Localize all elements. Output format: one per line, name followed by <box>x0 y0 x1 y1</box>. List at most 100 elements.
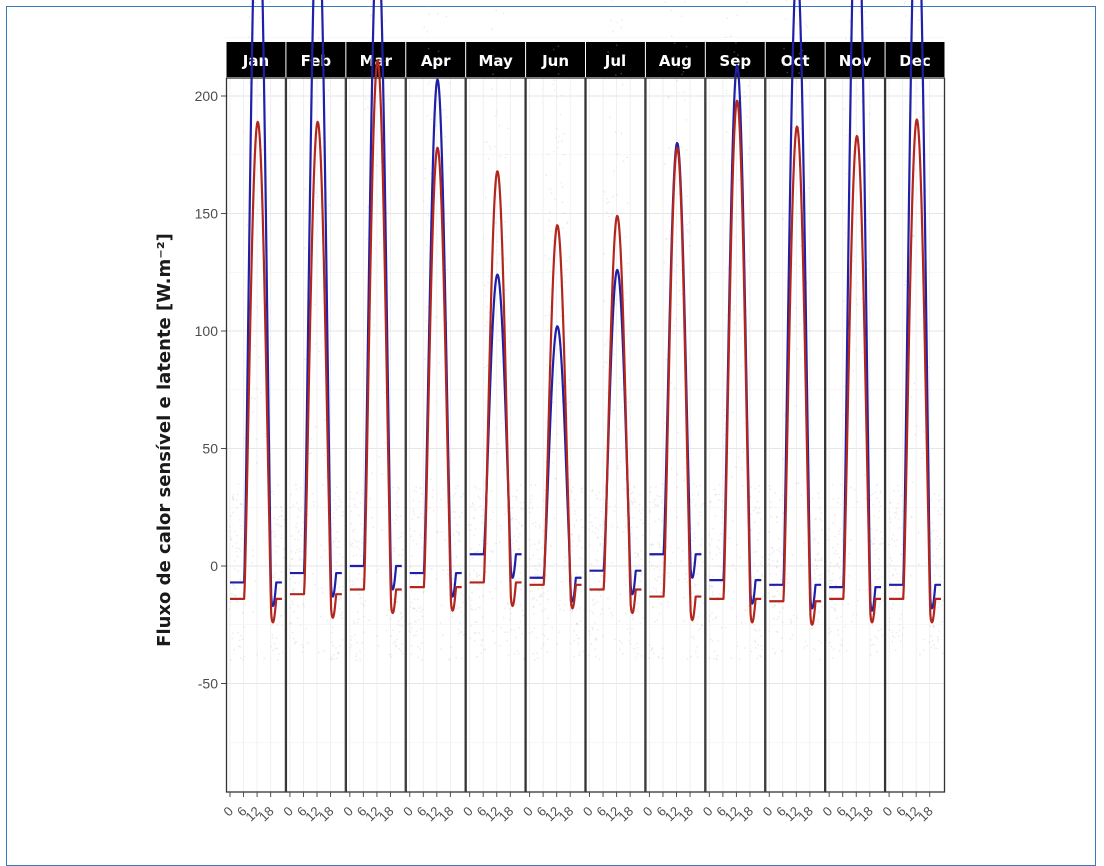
scatter-point <box>864 473 866 476</box>
scatter-point <box>291 631 294 634</box>
scatter-point <box>328 204 330 207</box>
scatter-point <box>700 514 702 517</box>
scatter-point <box>412 508 415 511</box>
scatter-point <box>716 545 718 548</box>
scatter-point <box>296 549 299 551</box>
scatter-point <box>612 409 615 412</box>
scatter-point <box>830 645 833 648</box>
scatter-point <box>419 605 422 608</box>
scatter-point <box>479 607 482 609</box>
scatter-point <box>607 64 610 66</box>
scatter-point <box>468 574 471 576</box>
scatter-point <box>581 571 584 574</box>
scatter-point <box>340 564 342 566</box>
scatter-point <box>556 96 558 99</box>
scatter-point <box>897 635 900 637</box>
scatter-point <box>538 542 541 545</box>
scatter-point <box>562 609 565 612</box>
scatter-point <box>673 387 676 389</box>
scatter-point <box>898 617 901 620</box>
scatter-point <box>425 243 428 246</box>
scatter-point <box>815 564 818 567</box>
scatter-point <box>250 397 253 399</box>
scatter-point <box>772 606 774 608</box>
scatter-point <box>577 637 579 640</box>
scatter-point <box>336 531 338 533</box>
scatter-point <box>445 15 448 18</box>
scatter-point <box>454 492 456 495</box>
scatter-point <box>658 543 661 546</box>
scatter-point <box>754 641 757 643</box>
scatter-point <box>307 514 310 516</box>
scatter-point <box>302 646 305 648</box>
scatter-point <box>240 503 242 505</box>
scatter-point <box>330 641 333 644</box>
scatter-point <box>606 392 609 395</box>
x-tick-label: 18 <box>436 804 457 825</box>
scatter-point <box>815 517 818 520</box>
scatter-point <box>894 568 897 571</box>
scatter-point <box>785 147 787 150</box>
scatter-point <box>491 550 494 553</box>
scatter-point <box>409 622 412 625</box>
scatter-point <box>756 500 759 503</box>
scatter-point <box>418 516 421 519</box>
scatter-point <box>837 633 840 636</box>
scatter-point <box>452 511 455 513</box>
scatter-point <box>676 516 678 519</box>
scatter-point <box>496 624 499 627</box>
scatter-point <box>299 548 302 550</box>
scatter-point <box>231 496 234 499</box>
scatter-point <box>936 566 938 569</box>
scatter-point <box>653 568 656 570</box>
scatter-point <box>271 490 274 493</box>
scatter-point <box>300 558 303 561</box>
x-tick-label: 0 <box>520 804 536 820</box>
scatter-point <box>481 595 484 597</box>
scatter-point <box>603 300 606 303</box>
scatter-point <box>489 518 492 521</box>
x-tick-label: 0 <box>760 804 776 820</box>
scatter-point <box>623 299 626 302</box>
scatter-point <box>677 66 680 68</box>
scatter-point <box>632 618 634 621</box>
scatter-point <box>654 621 657 623</box>
scatter-point <box>481 508 484 511</box>
scatter-point <box>937 495 940 497</box>
scatter-point <box>917 188 919 191</box>
scatter-point <box>714 493 717 496</box>
scatter-point <box>919 318 922 321</box>
panel-border <box>345 77 406 793</box>
scatter-point <box>454 487 457 490</box>
scatter-point <box>795 307 797 309</box>
scatter-point <box>831 656 834 659</box>
scatter-point <box>298 550 301 553</box>
scatter-point <box>650 649 653 652</box>
scatter-point <box>390 655 392 658</box>
scatter-point <box>577 642 579 645</box>
scatter-point <box>350 639 352 641</box>
scatter-point <box>358 548 361 550</box>
scatter-point <box>509 507 512 509</box>
scatter-point <box>541 609 544 612</box>
scatter-point <box>817 492 820 495</box>
scatter-point <box>461 657 464 660</box>
scatter-point <box>484 324 487 327</box>
scatter-point <box>872 503 875 506</box>
scatter-point <box>818 611 821 614</box>
scatter-point <box>697 522 699 524</box>
scatter-point <box>661 561 664 564</box>
scatter-point <box>341 617 343 619</box>
scatter-point <box>379 161 382 164</box>
scatter-point <box>619 377 622 380</box>
scatter-point <box>813 537 816 539</box>
scatter-point <box>881 600 884 602</box>
scatter-point <box>280 533 283 536</box>
scatter-point <box>896 484 899 487</box>
scatter-point <box>442 569 445 572</box>
scatter-point <box>936 640 939 643</box>
scatter-point <box>919 116 922 118</box>
scatter-point <box>749 495 752 498</box>
scatter-point <box>305 627 308 630</box>
